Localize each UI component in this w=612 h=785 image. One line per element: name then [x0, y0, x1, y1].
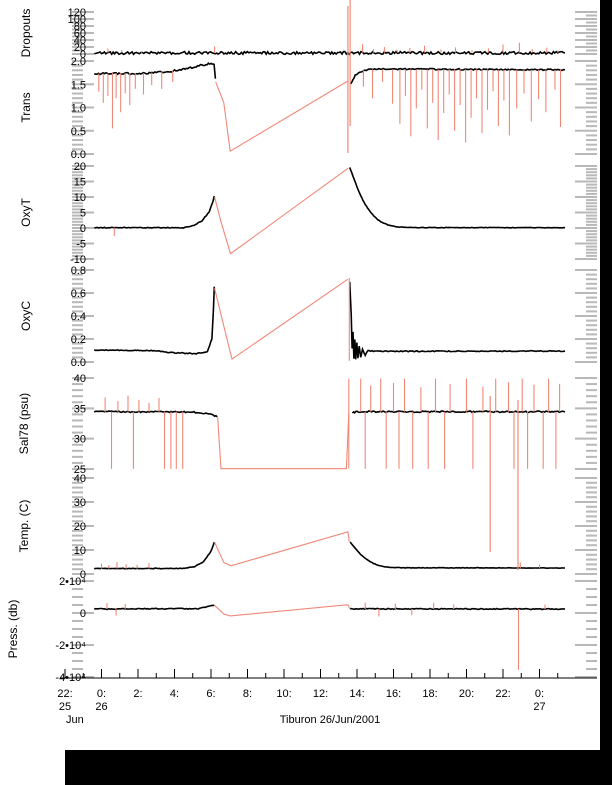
y-tick-label-sal78: 40	[74, 373, 86, 385]
axis-labels-layer: 120100806040200Dropouts2.01.51.00.50.0Tr…	[6, 7, 546, 713]
y-tick-label-oxyt: 20	[74, 161, 86, 173]
data-series-black-oxyt	[93, 195, 216, 229]
x-tick-label: 12:	[313, 688, 328, 700]
data-series-black-temp	[349, 541, 565, 570]
x-tick-label: 20:	[459, 688, 474, 700]
y-tick-label-dropouts: 120	[68, 7, 86, 19]
y-tick-label-dropouts: 0	[80, 49, 86, 61]
ylabel-press: Press. (db)	[6, 600, 20, 659]
data-series-black-oxyt	[348, 167, 566, 229]
right-black-band	[600, 0, 612, 785]
y-tick-label-oxyt: 5	[80, 208, 86, 220]
x-tick-label: 8:	[243, 688, 252, 700]
y-tick-label-temp: 40	[74, 473, 86, 485]
y-tick-label-oxyc: 0.2	[71, 334, 86, 346]
y-tick-label-dropouts: 40	[74, 35, 86, 47]
data-series-black-sal78	[351, 410, 566, 414]
chart-title: Tiburon 26/Jun/2001	[280, 714, 381, 726]
axis-ticks-layer	[60, 11, 597, 679]
x-tick-label: 0:	[97, 688, 106, 700]
data-black-layer	[93, 50, 566, 611]
x-day-label: 25	[59, 701, 71, 713]
ylabel-temp: Temp. (C)	[17, 500, 31, 553]
gap-line-press	[214, 604, 351, 617]
y-tick-label-trans: 1.0	[71, 103, 86, 115]
ylabel-oxyt: OxyT	[19, 198, 33, 227]
y-tick-label-dropouts: 60	[74, 28, 86, 40]
data-series-black-trans	[350, 67, 566, 85]
y-tick-label-dropouts: 20	[74, 42, 86, 54]
gap-line-trans	[215, 80, 349, 153]
y-tick-label-sal78: 25	[74, 464, 86, 476]
data-series-black-dropouts	[94, 50, 566, 56]
bottom-black-band	[65, 750, 612, 785]
data-series-black-oxyc	[93, 286, 216, 355]
y-tick-label-trans: 1.5	[71, 79, 86, 91]
x-tick-label: 10:	[276, 688, 291, 700]
y-tick-label-oxyt: -5	[76, 239, 86, 251]
x-tick-label: 14:	[349, 688, 364, 700]
y-tick-label-oxyt: 10	[74, 192, 86, 204]
y-tick-label-press: -4•10⁴	[55, 672, 86, 684]
x-tick-label: 22:	[57, 688, 72, 700]
y-tick-label-temp: 30	[74, 497, 86, 509]
y-tick-label-oxyc: 0.8	[71, 265, 86, 277]
y-tick-label-oxyt: -10	[70, 254, 86, 266]
data-series-black-press	[93, 604, 215, 611]
y-tick-label-trans: 0.0	[71, 149, 86, 161]
x-tick-label: 4:	[170, 688, 179, 700]
y-tick-label-press: 0	[80, 608, 86, 620]
y-tick-label-sal78: 35	[74, 403, 86, 415]
data-series-black-oxyc	[348, 281, 566, 360]
y-tick-label-press: 2•10⁴	[59, 576, 86, 588]
y-tick-label-temp: 20	[74, 521, 86, 533]
data-red-layer	[98, 0, 562, 670]
x-tick-label: 2:	[133, 688, 142, 700]
y-tick-label-oxyc: 0.0	[71, 357, 86, 369]
y-tick-label-dropouts: 80	[74, 21, 86, 33]
data-series-black-temp	[93, 541, 216, 570]
y-tick-label-trans: 0.5	[71, 126, 86, 138]
y-tick-label-dropouts: 100	[68, 14, 86, 26]
gap-line-oxyt	[214, 167, 349, 255]
y-tick-label-sal78: 30	[74, 434, 86, 446]
y-tick-label-temp: 0	[80, 569, 86, 581]
y-tick-label-trans: 2.0	[71, 56, 86, 68]
month-label: Jun	[66, 714, 84, 726]
gap-line-oxyc	[214, 278, 349, 361]
data-series-black-press	[350, 607, 566, 611]
data-series-black-sal78	[93, 410, 218, 418]
gap-line-sal78	[217, 413, 350, 470]
ylabel-oxyc: OxyC	[19, 301, 33, 331]
x-tick-label: 18:	[422, 688, 437, 700]
gap-line-temp	[214, 531, 350, 567]
ylabel-dropouts: Dropouts	[19, 9, 33, 58]
y-tick-label-press: -2•10⁴	[55, 640, 86, 652]
x-tick-label: 16:	[386, 688, 401, 700]
ylabel-trans: Trans	[19, 92, 33, 122]
data-series-black-trans	[93, 62, 217, 79]
y-tick-label-oxyc: 0.4	[71, 311, 86, 323]
x-tick-label: 0:	[535, 688, 544, 700]
x-day-label: 27	[533, 701, 545, 713]
y-tick-label-oxyt: 15	[74, 177, 86, 189]
y-tick-label-oxyt: 0	[80, 223, 86, 235]
ylabel-sal78: Sal78 (psu)	[17, 393, 31, 454]
x-tick-label: 6:	[206, 688, 215, 700]
y-tick-label-oxyc: 0.6	[71, 288, 86, 300]
x-tick-label: 22:	[495, 688, 510, 700]
x-day-label: 26	[95, 701, 107, 713]
y-tick-label-temp: 10	[74, 545, 86, 557]
